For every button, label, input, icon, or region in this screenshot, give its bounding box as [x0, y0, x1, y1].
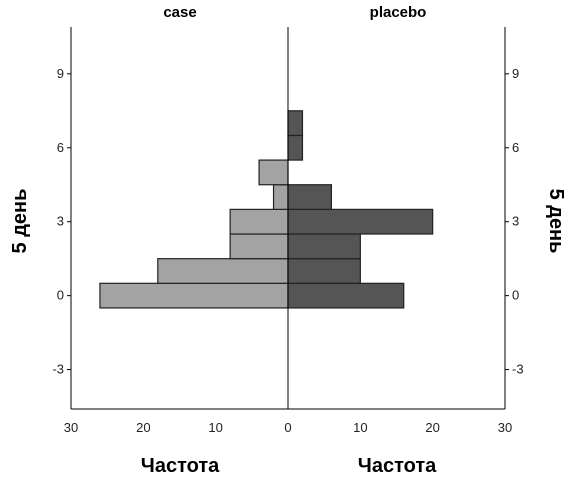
y-tick-labels-right: -3 0 3 6 9 — [505, 66, 524, 377]
y-tick-label: -3 — [512, 362, 524, 377]
y-tick-label: 6 — [57, 140, 64, 155]
case-bar — [99, 282, 289, 309]
y-tick-label: -3 — [52, 362, 64, 377]
y-axis-title-left: 5 день — [9, 189, 31, 254]
placebo-bar — [287, 233, 361, 260]
x-tick-labels-placebo: 10 20 30 — [353, 420, 512, 435]
x-tick-label: 10 — [353, 420, 367, 435]
placebo-bar — [287, 208, 434, 235]
y-tick-label: 9 — [512, 66, 519, 81]
x-tick-label: 30 — [498, 420, 512, 435]
y-tick-label: 0 — [57, 288, 64, 303]
placebo-bar — [287, 110, 304, 137]
y-tick-label: 9 — [57, 66, 64, 81]
case-panel-title: case — [163, 4, 196, 21]
x-tick-label: 10 — [208, 420, 222, 435]
placebo-bar — [287, 184, 333, 210]
x-tick-label: 20 — [136, 420, 150, 435]
placebo-bar — [287, 258, 361, 284]
y-tick-label: 3 — [512, 214, 519, 229]
y-tick-label: 0 — [512, 288, 519, 303]
x-tick-label: 20 — [425, 420, 439, 435]
y-tick-labels-left: -3 0 3 6 9 — [52, 66, 71, 377]
x-tick-label: 30 — [64, 420, 78, 435]
case-bar — [229, 233, 289, 260]
x-axis-title-case: Частота — [141, 455, 220, 477]
y-tick-label: 3 — [57, 214, 64, 229]
y-axis-title-right: 5 день — [545, 189, 567, 254]
x-tick-label: 0 — [284, 420, 291, 435]
case-bars — [99, 159, 289, 309]
case-bar — [229, 208, 289, 235]
x-axis-title-placebo: Частота — [358, 455, 437, 477]
placebo-bars — [287, 110, 434, 309]
case-bar — [272, 184, 289, 210]
placebo-bar — [287, 282, 405, 309]
placebo-bar — [287, 134, 304, 161]
case-bar — [157, 258, 289, 284]
x-tick-labels-case: 30 20 10 0 — [64, 420, 292, 435]
case-bar — [258, 159, 289, 186]
y-tick-label: 6 — [512, 140, 519, 155]
placebo-panel-title: placebo — [370, 4, 427, 21]
